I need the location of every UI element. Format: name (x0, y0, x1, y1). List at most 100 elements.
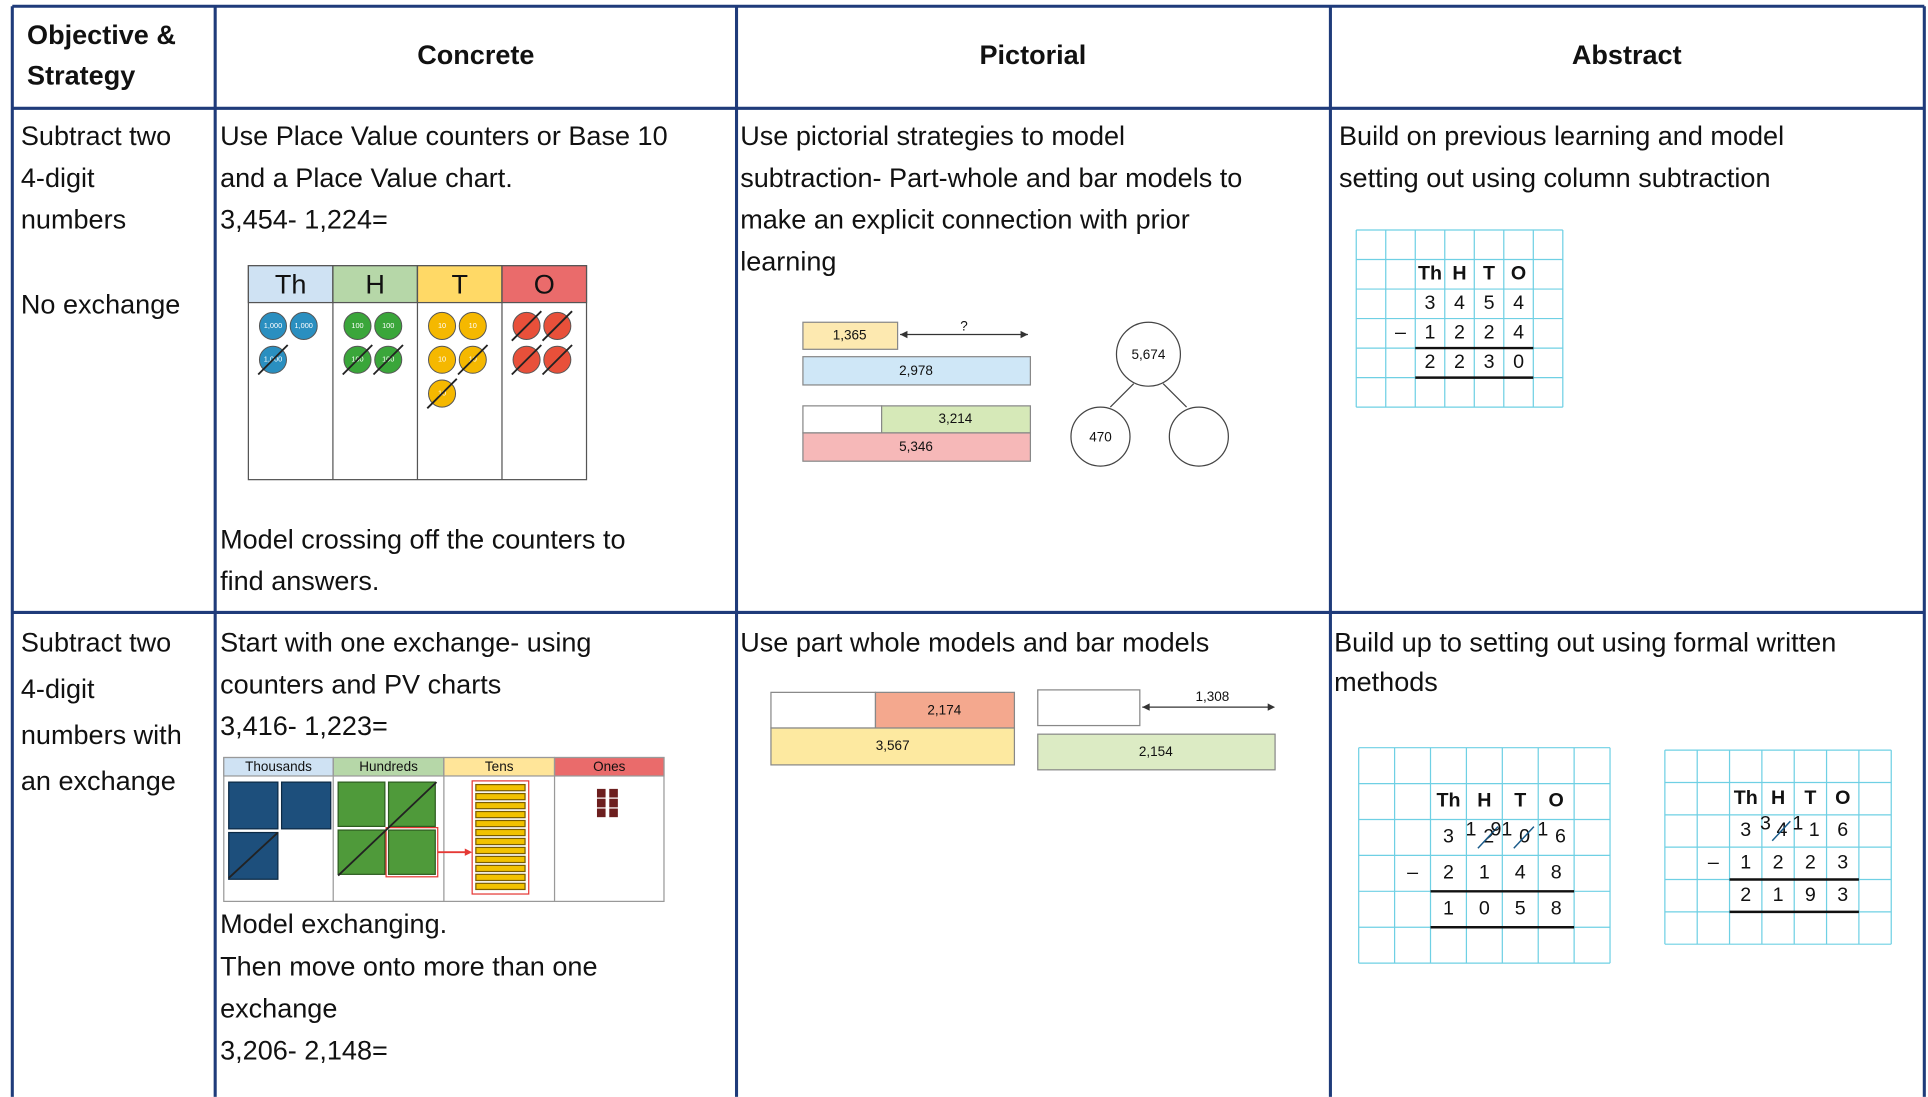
text: Use Place Value counters or Base 10 (220, 121, 668, 151)
text: find answers. (220, 566, 379, 596)
text: Thousands (245, 759, 312, 774)
one-cube (609, 808, 618, 818)
text: 1 (1425, 322, 1436, 344)
one-cube (596, 798, 606, 808)
text: 5 (1484, 292, 1495, 314)
ten-rod (475, 846, 526, 855)
text: 2 (1454, 351, 1465, 373)
ten-rod (475, 882, 526, 891)
text: 1 (1443, 897, 1454, 919)
ten-rod (475, 864, 526, 873)
one-cube (609, 788, 618, 798)
text: Concrete (417, 40, 534, 70)
text: – (1407, 862, 1418, 884)
text: numbers with (21, 720, 182, 750)
arrow-head (464, 848, 473, 856)
cross-out (511, 344, 542, 376)
bar (802, 356, 1032, 386)
text: Use part whole models and bar models (740, 628, 1209, 658)
text: Use pictorial strategies to model (740, 121, 1125, 151)
part-circle (1168, 406, 1229, 467)
text: 8 (1551, 862, 1562, 884)
text: 5,674 (1132, 347, 1166, 362)
text: Th (1418, 263, 1442, 285)
text: 6 (1837, 819, 1848, 841)
cross-out (1477, 826, 1499, 849)
text: 2 (1805, 852, 1816, 874)
text: T (1804, 787, 1816, 809)
text: 1 (1466, 818, 1477, 840)
text: 2,154 (1139, 744, 1173, 759)
text: T (451, 270, 468, 300)
text: 1 (1740, 852, 1751, 874)
cross-out (1513, 826, 1535, 849)
counter (258, 311, 287, 340)
text: 2,174 (927, 702, 961, 717)
text: H (1452, 263, 1466, 285)
bar (802, 405, 883, 434)
text: 0 (1479, 897, 1490, 919)
text: 1 (1773, 884, 1784, 906)
text: H (1771, 787, 1785, 809)
pv-header (501, 265, 588, 304)
text: Then move onto more than one (220, 951, 597, 981)
text: T (1483, 263, 1495, 285)
exchange-box (471, 780, 530, 895)
text: 1,000 (294, 321, 312, 330)
text: 3,206- 2,148= (220, 1036, 388, 1066)
text: 1,308 (1195, 689, 1229, 704)
text: subtraction- Part-whole and bar models t… (740, 163, 1242, 193)
text: 91 (1490, 818, 1512, 840)
one-cube (596, 788, 606, 798)
text: Th (1436, 790, 1460, 812)
ten-rod (475, 855, 526, 864)
text: 2,978 (899, 363, 933, 378)
counter (428, 311, 457, 340)
text: O (1835, 787, 1850, 809)
text: 3 (1837, 884, 1848, 906)
ten-rod (475, 819, 526, 828)
text: Pictorial (979, 40, 1086, 70)
text: 4 (1454, 292, 1465, 314)
cross-out (372, 344, 404, 376)
counter (428, 345, 457, 374)
text: 3 (1443, 826, 1454, 848)
text: 2 (1773, 852, 1784, 874)
connector (1162, 383, 1187, 408)
text: 3,567 (876, 738, 910, 753)
text: 10 (469, 321, 477, 330)
text: 2 (1454, 322, 1465, 344)
text: exchange (220, 993, 337, 1023)
cross-out (257, 344, 289, 376)
cross-out (541, 310, 573, 342)
text: O (1511, 263, 1526, 285)
text: Model exchanging. (220, 909, 447, 939)
pv-header (247, 265, 334, 304)
cross-out (342, 344, 373, 376)
text: 1 (1537, 818, 1548, 840)
text: 2 (1425, 351, 1436, 373)
text: No exchange (21, 289, 180, 319)
thousand-cube (228, 781, 279, 830)
bar (802, 321, 899, 350)
counter (458, 311, 487, 340)
whole-circle (1115, 321, 1182, 387)
text: 0 (1513, 351, 1524, 373)
text: H (365, 270, 385, 300)
text: methods (1334, 667, 1438, 697)
bar (1037, 733, 1276, 771)
text: Abstract (1572, 40, 1682, 70)
ten-rod (475, 837, 526, 846)
text: H (1477, 790, 1491, 812)
part-circle (1070, 406, 1131, 467)
text: Model crossing off the counters to (220, 524, 625, 554)
text: 3,416- 1,223= (220, 711, 388, 741)
text: ? (960, 319, 968, 334)
one-cube (596, 808, 606, 818)
text: 6 (1555, 826, 1566, 848)
text: Build on previous learning and model (1339, 121, 1784, 151)
text: 3,454- 1,224= (220, 205, 388, 235)
cross-out (337, 781, 438, 877)
text: Th (1734, 787, 1758, 809)
